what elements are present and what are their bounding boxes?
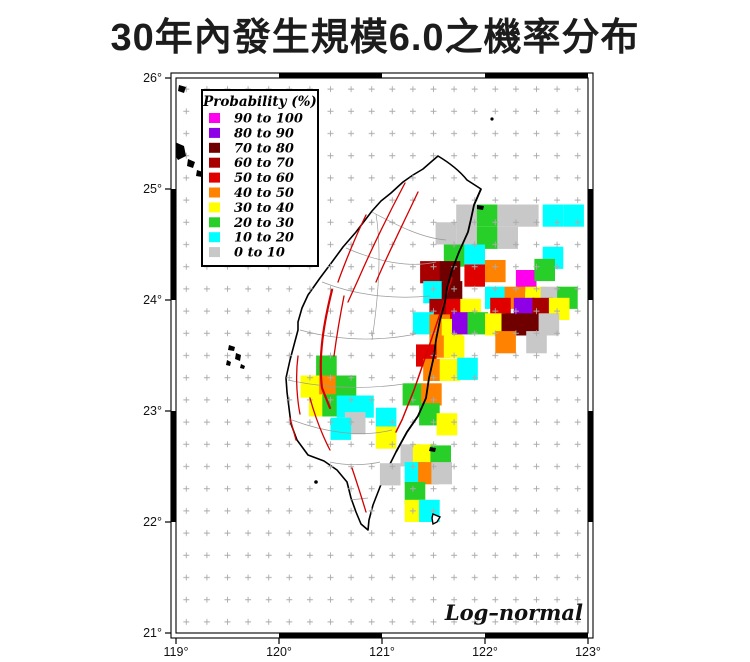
lat-tick-label: 21°	[143, 626, 162, 640]
legend-item-label: 30 to 40	[234, 201, 294, 216]
legend-swatch	[209, 142, 220, 153]
lat-tick-label: 26°	[143, 71, 162, 85]
legend-title: Probability (%)	[202, 94, 317, 110]
lon-tick-label: 122°	[472, 645, 498, 659]
legend-swatch	[209, 202, 220, 213]
model-label: Log–normal	[444, 600, 583, 625]
lat-tick-label: 22°	[143, 515, 162, 529]
east-coastline-stroke	[395, 188, 482, 453]
lon-tick-label: 123°	[575, 645, 601, 659]
legend-swatch	[209, 172, 220, 183]
lat-tick-label: 25°	[143, 182, 162, 196]
lon-tick-label: 121°	[369, 645, 395, 659]
legend-item: 10 to 20	[209, 231, 294, 246]
legend-item-label: 40 to 50	[234, 186, 294, 201]
legend-item: 70 to 80	[209, 141, 294, 156]
legend-item-label: 70 to 80	[234, 141, 294, 156]
legend-swatch	[209, 113, 220, 123]
legend-item: 90 to 100	[209, 112, 303, 127]
legend-item-label: 20 to 30	[233, 216, 294, 231]
page-title: 30年內發生規模6.0之機率分布	[110, 17, 640, 59]
legend-swatch	[209, 127, 220, 138]
lon-tick-label: 119°	[164, 645, 189, 659]
legend-item: 50 to 60	[209, 171, 294, 186]
lat-axis: 26° 25° 24° 23° 22° 21°	[143, 71, 171, 640]
legend-item-label: 80 to 90	[234, 126, 294, 141]
legend-swatch	[209, 157, 220, 168]
legend-item: 30 to 40	[209, 201, 294, 216]
offshore-islets	[176, 85, 494, 484]
legend-item-label: 90 to 100	[234, 112, 303, 127]
lat-tick-label: 24°	[143, 293, 162, 307]
legend-item-label: 0 to 10	[234, 246, 285, 261]
legend-item-label: 60 to 70	[234, 156, 294, 171]
legend-item-label: 50 to 60	[234, 171, 294, 186]
legend-box	[201, 89, 319, 267]
legend-item: 40 to 50	[209, 186, 294, 201]
legend-swatch	[209, 247, 220, 258]
orchid-island-outline	[431, 513, 442, 526]
legend-swatch	[209, 217, 220, 228]
legend-item: 80 to 90	[209, 126, 294, 141]
legend-item: 20 to 30	[209, 216, 294, 231]
lon-tick-label: 120°	[266, 645, 292, 659]
lon-axis: 119° 120° 121° 122° 123°	[164, 638, 601, 659]
legend-swatch	[209, 232, 220, 243]
lat-tick-label: 23°	[143, 404, 162, 418]
legend-item: 60 to 70	[209, 156, 294, 171]
legend-swatch	[209, 187, 220, 198]
legend-item-label: 10 to 20	[234, 231, 294, 246]
legend-item: 0 to 10	[209, 246, 285, 261]
